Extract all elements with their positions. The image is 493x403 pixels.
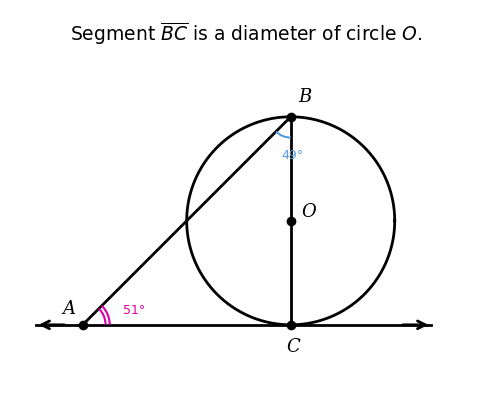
- Text: B: B: [298, 88, 311, 106]
- Text: 51°: 51°: [123, 304, 145, 317]
- Text: 49°: 49°: [281, 149, 303, 162]
- Text: O: O: [301, 204, 316, 222]
- Text: C: C: [286, 339, 300, 356]
- Text: A: A: [63, 299, 75, 318]
- Text: Segment $\overline{BC}$ is a diameter of circle $\mathit{O}$.: Segment $\overline{BC}$ is a diameter of…: [70, 20, 423, 47]
